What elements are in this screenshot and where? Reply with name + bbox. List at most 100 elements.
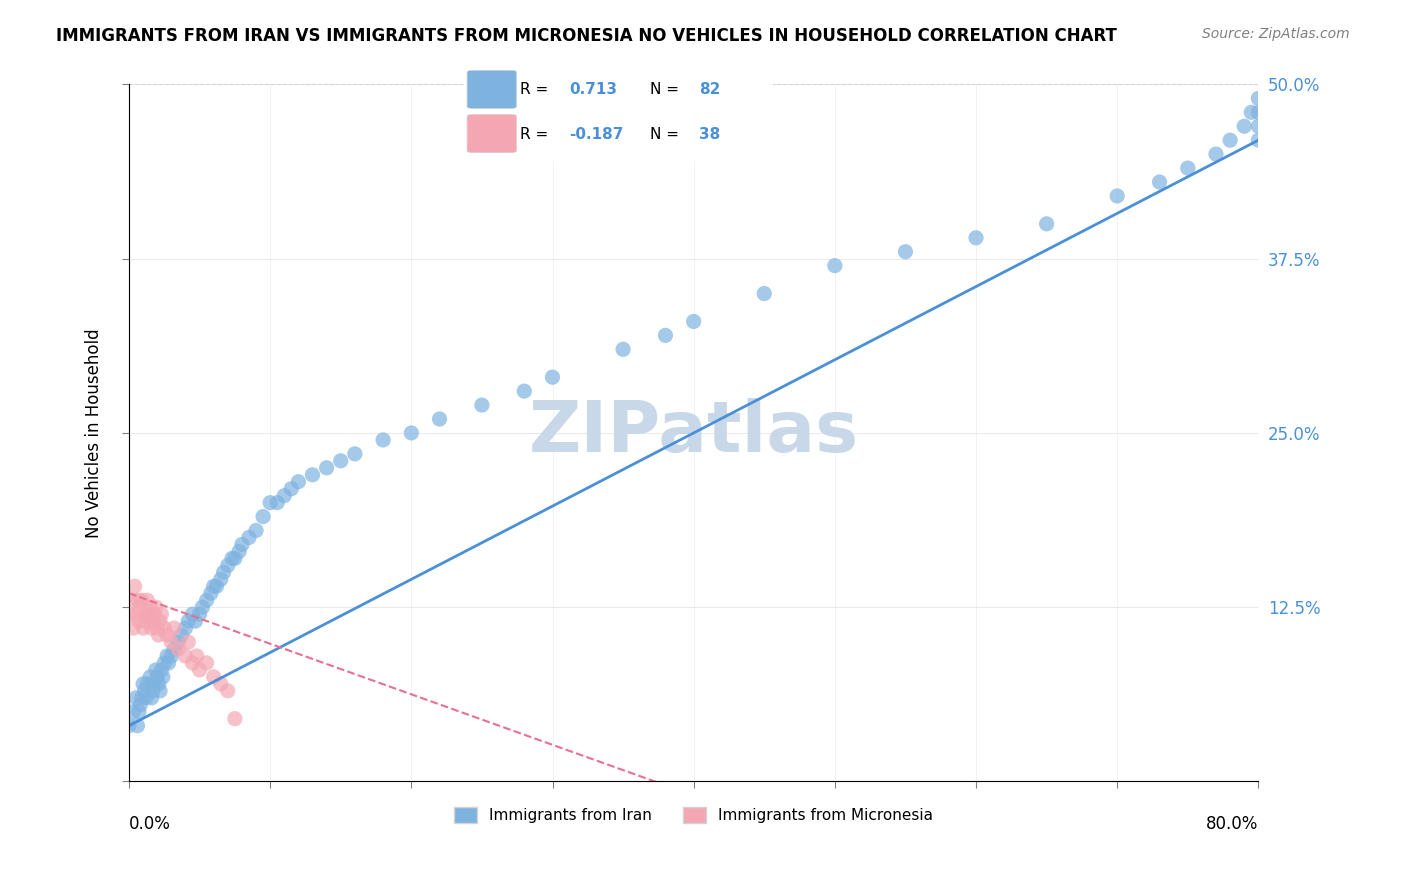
Point: [217, 558, 239, 573]
Point: [228, 544, 250, 558]
Point: [401, 425, 423, 440]
Point: [132, 677, 155, 691]
Point: [131, 593, 153, 607]
Point: [124, 579, 146, 593]
Point: [654, 328, 676, 343]
Point: [1247, 105, 1270, 120]
Text: N =: N =: [650, 127, 679, 142]
Point: [145, 663, 167, 677]
Point: [191, 600, 214, 615]
Text: 38: 38: [699, 127, 720, 142]
Point: [118, 719, 141, 733]
Point: [177, 614, 200, 628]
Point: [217, 683, 239, 698]
Point: [157, 656, 180, 670]
Point: [163, 621, 186, 635]
Y-axis label: No Vehicles in Household: No Vehicles in Household: [86, 328, 103, 538]
Point: [142, 683, 165, 698]
Text: IMMIGRANTS FROM IRAN VS IMMIGRANTS FROM MICRONESIA NO VEHICLES IN HOUSEHOLD CORR: IMMIGRANTS FROM IRAN VS IMMIGRANTS FROM …: [56, 27, 1118, 45]
Point: [1247, 133, 1270, 147]
Point: [245, 524, 267, 538]
Point: [148, 628, 170, 642]
Point: [156, 648, 179, 663]
Point: [894, 244, 917, 259]
Point: [231, 537, 253, 551]
Point: [129, 600, 152, 615]
Point: [118, 607, 141, 622]
Point: [146, 621, 169, 635]
Point: [209, 572, 232, 586]
Point: [142, 614, 165, 628]
Point: [343, 447, 366, 461]
Text: 0.0%: 0.0%: [129, 815, 172, 833]
Point: [315, 460, 337, 475]
Point: [429, 412, 451, 426]
Point: [136, 593, 159, 607]
Point: [329, 454, 352, 468]
Point: [125, 607, 148, 622]
Point: [122, 621, 145, 635]
Text: ZIPatlas: ZIPatlas: [529, 399, 859, 467]
Point: [188, 663, 211, 677]
Point: [824, 259, 846, 273]
Point: [200, 586, 222, 600]
Point: [259, 495, 281, 509]
Point: [1149, 175, 1171, 189]
Point: [150, 607, 173, 622]
Point: [143, 607, 166, 622]
Point: [188, 607, 211, 622]
Point: [202, 579, 225, 593]
Point: [174, 621, 197, 635]
Text: Source: ZipAtlas.com: Source: ZipAtlas.com: [1202, 27, 1350, 41]
Text: 0.713: 0.713: [569, 82, 617, 97]
Point: [149, 614, 172, 628]
Point: [371, 433, 394, 447]
Point: [156, 628, 179, 642]
Text: R =: R =: [520, 82, 548, 97]
Point: [1247, 120, 1270, 134]
Point: [138, 607, 160, 622]
Point: [135, 614, 157, 628]
Point: [965, 231, 987, 245]
Point: [136, 677, 159, 691]
Point: [682, 314, 704, 328]
Point: [754, 286, 776, 301]
Point: [160, 635, 183, 649]
Point: [181, 607, 204, 622]
Point: [160, 648, 183, 663]
Point: [1240, 105, 1263, 120]
Point: [301, 467, 323, 482]
Point: [170, 628, 193, 642]
Point: [1205, 147, 1227, 161]
Point: [146, 670, 169, 684]
Point: [131, 690, 153, 705]
Point: [128, 614, 150, 628]
Point: [612, 343, 634, 357]
Point: [127, 593, 149, 607]
Point: [153, 621, 176, 635]
Point: [252, 509, 274, 524]
Point: [139, 670, 162, 684]
Point: [141, 690, 163, 705]
FancyBboxPatch shape: [467, 114, 516, 153]
Point: [177, 635, 200, 649]
Point: [513, 384, 536, 398]
Point: [195, 593, 218, 607]
Point: [212, 566, 235, 580]
Point: [1177, 161, 1199, 175]
Point: [209, 677, 232, 691]
Point: [224, 551, 246, 566]
Point: [152, 670, 174, 684]
Point: [125, 690, 148, 705]
Text: N =: N =: [650, 82, 679, 97]
Point: [287, 475, 309, 489]
Point: [1233, 120, 1256, 134]
Point: [128, 705, 150, 719]
Point: [134, 683, 156, 698]
Point: [129, 698, 152, 712]
Point: [135, 690, 157, 705]
Point: [1107, 189, 1129, 203]
Point: [174, 648, 197, 663]
Point: [132, 621, 155, 635]
Point: [186, 648, 208, 663]
